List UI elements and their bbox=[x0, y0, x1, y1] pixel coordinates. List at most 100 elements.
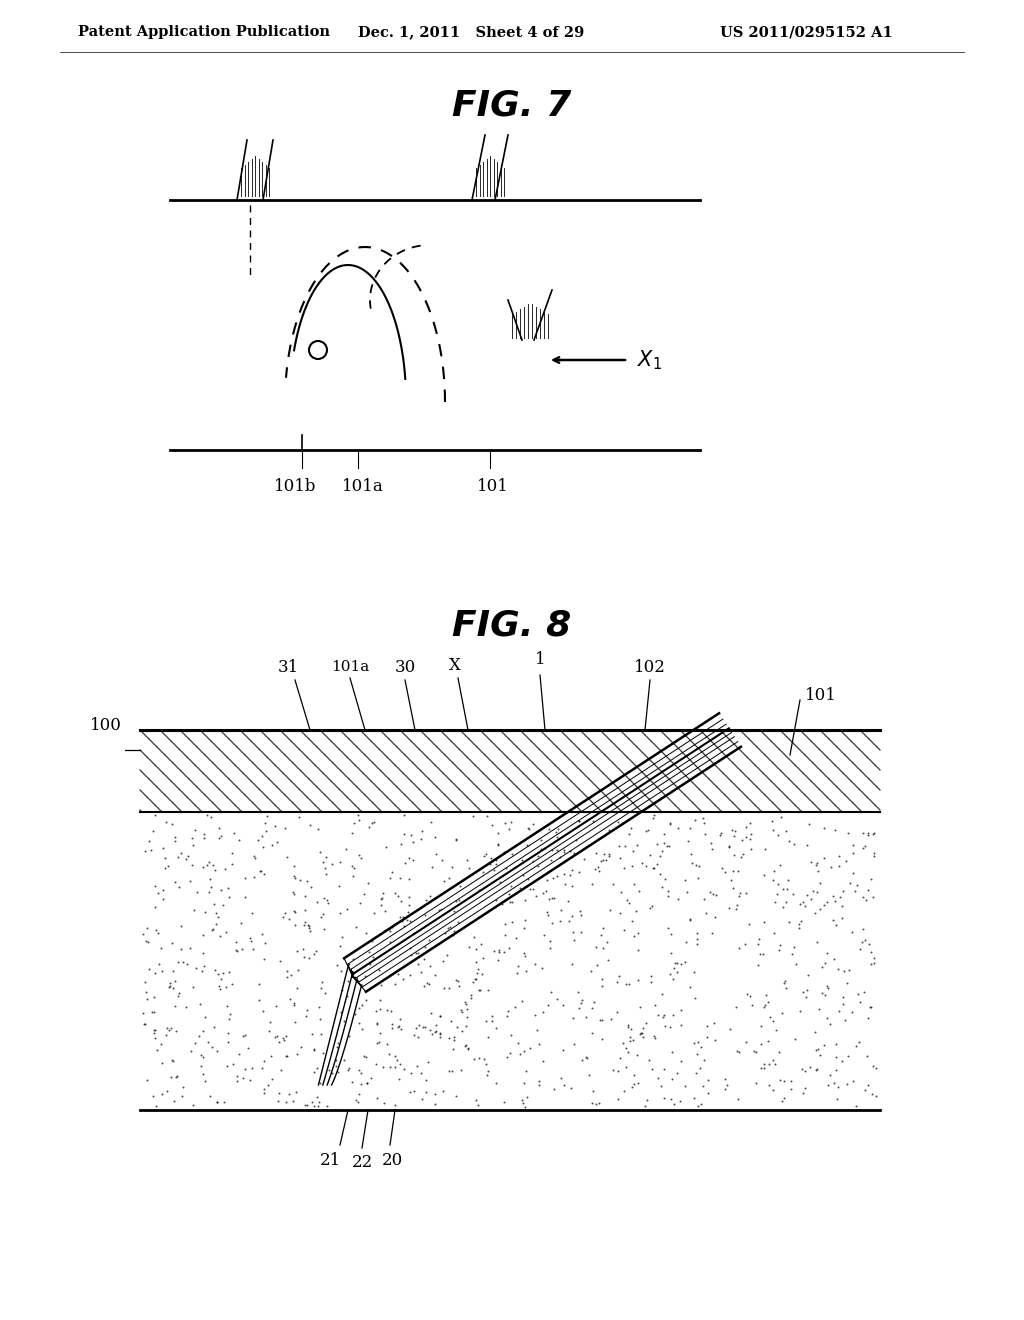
Point bbox=[291, 807, 307, 828]
Point bbox=[865, 846, 882, 867]
Point bbox=[775, 1088, 792, 1109]
Point bbox=[395, 805, 412, 826]
Point bbox=[501, 818, 517, 840]
Point bbox=[534, 829, 550, 850]
Point bbox=[201, 1031, 217, 1052]
Point bbox=[336, 1011, 352, 1032]
Point bbox=[237, 867, 253, 888]
Point bbox=[168, 1020, 184, 1041]
Point bbox=[218, 921, 234, 942]
Point bbox=[765, 870, 781, 891]
Point bbox=[734, 830, 751, 851]
Point bbox=[559, 891, 575, 912]
Point bbox=[197, 1006, 213, 1027]
Point bbox=[778, 878, 795, 899]
Point bbox=[278, 1045, 294, 1067]
Point bbox=[827, 1045, 844, 1067]
Point bbox=[679, 830, 695, 851]
Point bbox=[441, 1060, 458, 1081]
Point bbox=[447, 969, 464, 990]
Point bbox=[737, 883, 754, 904]
Point bbox=[186, 899, 203, 920]
Point bbox=[488, 1072, 505, 1093]
Point bbox=[467, 969, 483, 990]
Point bbox=[857, 836, 873, 857]
Point bbox=[593, 850, 609, 871]
Point bbox=[868, 1057, 885, 1078]
Point bbox=[496, 841, 512, 862]
Point bbox=[774, 1002, 791, 1023]
Point bbox=[728, 997, 744, 1018]
Point bbox=[799, 979, 815, 1001]
Point bbox=[256, 932, 272, 953]
Point bbox=[331, 875, 347, 896]
Point bbox=[460, 1038, 476, 1059]
Point bbox=[232, 912, 249, 933]
Point bbox=[660, 917, 677, 939]
Point bbox=[341, 1026, 357, 1047]
Point bbox=[440, 1028, 457, 1049]
Point bbox=[345, 866, 361, 887]
Point bbox=[466, 927, 482, 948]
Point bbox=[601, 900, 617, 921]
Point bbox=[170, 846, 186, 867]
Point bbox=[447, 829, 464, 850]
Point bbox=[501, 937, 517, 958]
Point bbox=[484, 1006, 501, 1027]
Point bbox=[487, 1018, 504, 1039]
Point bbox=[556, 863, 572, 884]
Point bbox=[767, 1020, 783, 1041]
Point bbox=[865, 1056, 882, 1077]
Point bbox=[472, 979, 488, 1001]
Point bbox=[286, 883, 302, 904]
Point bbox=[541, 862, 557, 883]
Point bbox=[594, 1010, 610, 1031]
Point bbox=[660, 836, 677, 857]
Point bbox=[826, 949, 843, 970]
Point bbox=[195, 924, 211, 945]
Point bbox=[202, 869, 218, 890]
Point bbox=[162, 975, 178, 997]
Point bbox=[155, 838, 171, 859]
Point bbox=[465, 972, 481, 993]
Point bbox=[525, 878, 542, 899]
Point bbox=[439, 917, 456, 939]
Point bbox=[489, 834, 506, 855]
Point bbox=[432, 1006, 449, 1027]
Point bbox=[184, 828, 201, 849]
Point bbox=[417, 1016, 433, 1038]
Point bbox=[413, 1063, 429, 1084]
Point bbox=[423, 810, 439, 832]
Point bbox=[252, 861, 268, 882]
Point bbox=[549, 989, 565, 1010]
Point bbox=[324, 854, 340, 875]
Point bbox=[178, 954, 195, 975]
Point bbox=[827, 891, 844, 912]
Point bbox=[519, 1086, 536, 1107]
Point bbox=[809, 932, 825, 953]
Point bbox=[822, 1065, 839, 1086]
Point bbox=[598, 850, 614, 871]
Point bbox=[435, 1081, 452, 1102]
Point bbox=[154, 1084, 170, 1105]
Point bbox=[717, 1078, 733, 1100]
Point bbox=[764, 810, 780, 832]
Point bbox=[318, 890, 335, 911]
Point bbox=[140, 958, 157, 979]
Point bbox=[352, 1063, 369, 1084]
Point bbox=[655, 1059, 672, 1080]
Point bbox=[726, 825, 742, 846]
Point bbox=[207, 960, 223, 981]
Point bbox=[332, 936, 348, 957]
Point bbox=[228, 1065, 245, 1086]
Point bbox=[627, 1064, 643, 1085]
Point bbox=[478, 1065, 495, 1086]
Point bbox=[244, 903, 260, 924]
Point bbox=[575, 849, 592, 870]
Point bbox=[677, 870, 693, 891]
Point bbox=[515, 1073, 531, 1094]
Point bbox=[154, 1052, 170, 1073]
Point bbox=[315, 919, 332, 940]
Point bbox=[601, 843, 617, 865]
Point bbox=[751, 929, 767, 950]
